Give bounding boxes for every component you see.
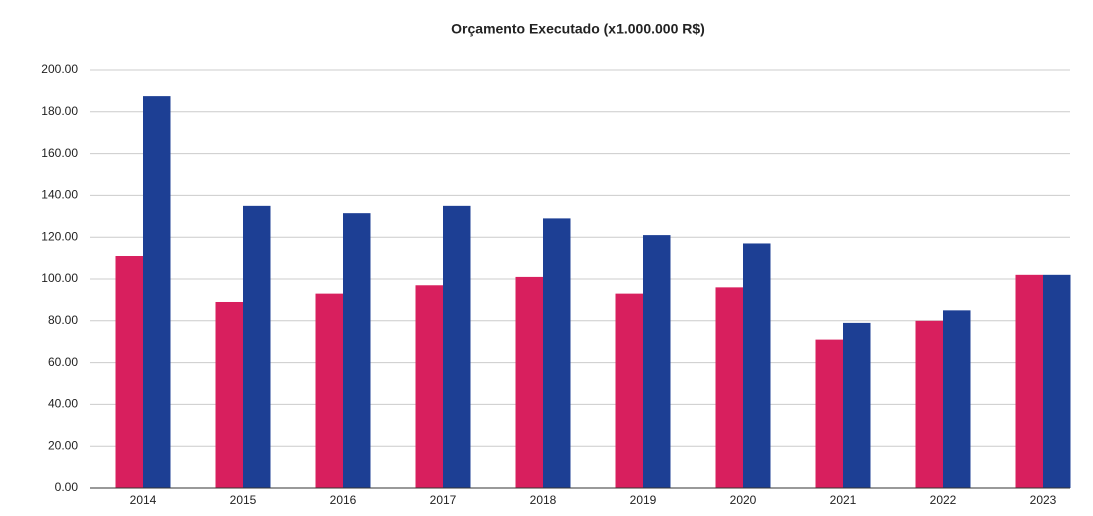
bar <box>643 235 671 488</box>
bar <box>215 301 243 488</box>
x-tick-label: 2017 <box>430 493 457 507</box>
x-tick-label: 2014 <box>130 493 157 507</box>
bar <box>915 320 943 488</box>
bar <box>143 96 171 488</box>
bar <box>315 293 343 488</box>
bar <box>1015 274 1043 488</box>
y-tick-label: 100.00 <box>41 271 78 285</box>
bar <box>815 339 843 488</box>
x-tick-label: 2015 <box>230 493 257 507</box>
bar <box>743 243 771 488</box>
bar <box>415 285 443 488</box>
bar <box>243 205 271 488</box>
y-tick-label: 40.00 <box>48 397 78 411</box>
bar <box>1043 274 1071 488</box>
bar <box>443 205 471 488</box>
y-tick-label: 0.00 <box>55 480 79 494</box>
bar <box>115 256 143 488</box>
x-tick-label: 2019 <box>630 493 657 507</box>
x-tick-label: 2022 <box>930 493 957 507</box>
bar <box>615 293 643 488</box>
x-tick-label: 2020 <box>730 493 757 507</box>
bar <box>543 218 571 488</box>
y-tick-label: 120.00 <box>41 229 78 243</box>
bar <box>515 276 543 488</box>
y-tick-label: 140.00 <box>41 188 78 202</box>
y-tick-label: 200.00 <box>41 62 78 76</box>
x-tick-label: 2018 <box>530 493 557 507</box>
bar <box>343 213 371 489</box>
bar <box>943 310 971 488</box>
y-tick-label: 60.00 <box>48 355 78 369</box>
x-tick-label: 2023 <box>1030 493 1057 507</box>
y-tick-label: 180.00 <box>41 104 78 118</box>
bar <box>843 322 871 488</box>
x-tick-label: 2016 <box>330 493 357 507</box>
y-tick-label: 160.00 <box>41 146 78 160</box>
chart-title: Orçamento Executado (x1.000.000 R$) <box>451 21 705 37</box>
y-tick-label: 80.00 <box>48 313 78 327</box>
y-tick-label: 20.00 <box>48 438 78 452</box>
bar <box>715 287 743 488</box>
x-tick-label: 2021 <box>830 493 857 507</box>
